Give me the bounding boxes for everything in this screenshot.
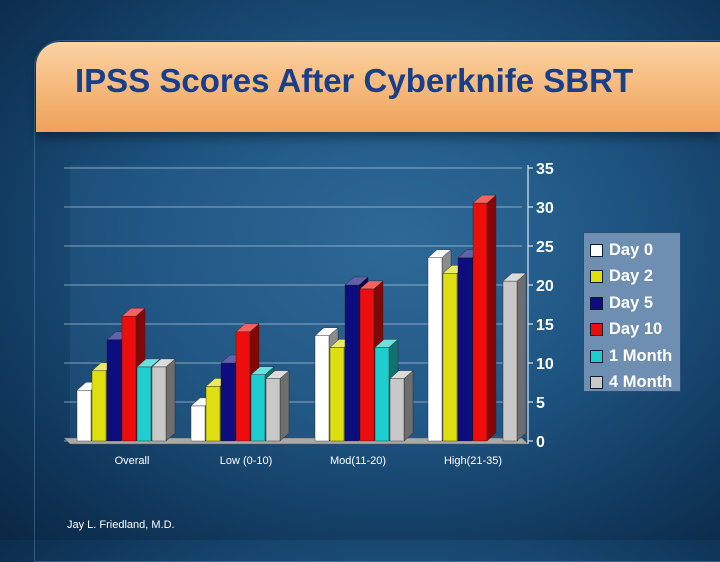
y-tick-label: 20 <box>536 278 554 295</box>
y-tick-label: 10 <box>536 356 554 373</box>
y-tick-label: 5 <box>536 395 545 412</box>
bar-overall-4-month <box>151 358 176 442</box>
legend-item: Day 5 <box>590 290 680 317</box>
title-band <box>36 42 720 132</box>
x-category-label: Overall <box>115 455 150 467</box>
chart: 0 5 10 15 20 25 30 35 Overall Low (0-10) Mod(11-2… <box>63 161 554 467</box>
legend-item: Day 0 <box>590 237 680 264</box>
y-tick-label: 15 <box>536 317 554 334</box>
legend-swatch <box>590 323 603 337</box>
y-tick-label: 35 <box>536 161 554 178</box>
chart-legend: Day 0 Day 2 Day 5 Day 10 1 Month 4 Month <box>583 232 681 392</box>
x-category-label: High(21-35) <box>444 455 502 467</box>
legend-swatch <box>590 270 603 284</box>
bar-high-21-35--4-month <box>502 272 527 442</box>
legend-swatch <box>590 243 603 257</box>
legend-label: 4 Month <box>609 373 673 392</box>
legend-item: 4 Month <box>590 370 680 397</box>
y-tick-label: 30 <box>536 200 554 217</box>
y-tick-label: 0 <box>536 434 545 451</box>
chart-back-wall <box>70 165 528 438</box>
legend-swatch <box>590 349 603 363</box>
legend-label: Day 10 <box>609 320 663 339</box>
legend-label: 1 Month <box>609 346 673 365</box>
bar-high-21-35--day-10 <box>472 194 497 442</box>
legend-swatch <box>590 376 603 390</box>
x-category-label: Low (0-10) <box>220 455 273 467</box>
bar-low-0-10--4-month <box>265 370 290 442</box>
legend-label: Day 5 <box>609 293 654 312</box>
slide-title: IPSS Scores After Cyberknife SBRT <box>75 62 634 99</box>
bar-mod-11-20--4-month <box>389 370 414 442</box>
legend-swatch <box>590 296 603 310</box>
legend-item: Day 10 <box>590 317 680 344</box>
x-category-label: Mod(11-20) <box>330 455 386 467</box>
legend-item: Day 2 <box>590 264 680 291</box>
y-tick-label: 25 <box>536 239 554 256</box>
legend-item: 1 Month <box>590 343 680 370</box>
legend-label: Day 0 <box>609 240 654 259</box>
legend-label: Day 2 <box>609 267 654 286</box>
footer-credit: Jay L. Friedland, M.D. <box>67 519 175 531</box>
